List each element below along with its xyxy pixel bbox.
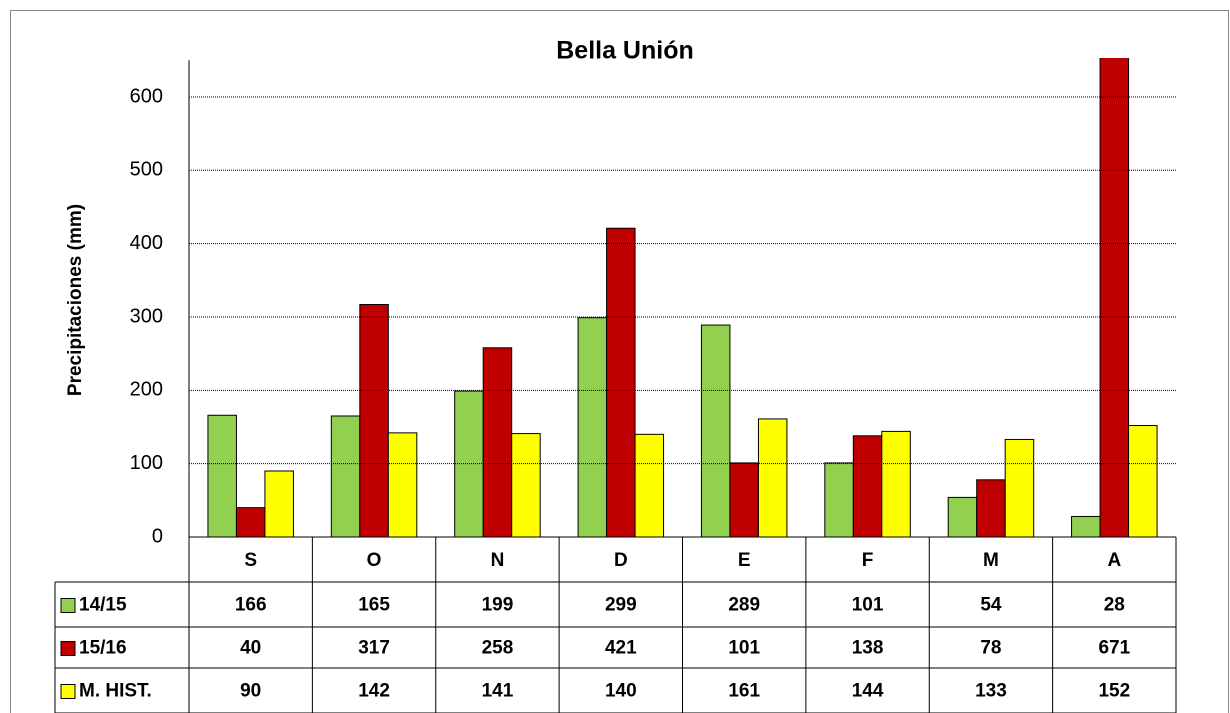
y-tick-label: 100 xyxy=(130,452,163,474)
table-value: 421 xyxy=(605,638,637,659)
legend-label: 15/16 xyxy=(79,638,127,659)
bar xyxy=(729,462,759,538)
table-value: 142 xyxy=(358,681,390,702)
y-axis-label: Precipitaciones (mm) xyxy=(65,204,86,396)
legend-label: M. HIST. xyxy=(79,681,152,702)
bar xyxy=(1128,425,1158,538)
table-value: 101 xyxy=(852,595,884,616)
table-value: 140 xyxy=(605,681,637,702)
bar xyxy=(359,304,389,538)
x-tick-label: S xyxy=(244,550,257,571)
table-value: 199 xyxy=(482,595,514,616)
table-value: 165 xyxy=(358,595,390,616)
bar xyxy=(1071,515,1101,538)
table-value: 138 xyxy=(852,638,884,659)
table-value: 54 xyxy=(980,595,1002,616)
table-value: 152 xyxy=(1098,681,1130,702)
y-tick-label: 400 xyxy=(130,232,163,254)
bar xyxy=(207,414,237,538)
bar xyxy=(700,324,731,538)
x-tick-label: F xyxy=(862,550,874,571)
bar xyxy=(852,435,883,538)
table-value: 101 xyxy=(728,638,760,659)
bar xyxy=(757,418,788,538)
y-tick-label: 200 xyxy=(130,379,163,401)
bar xyxy=(387,432,418,538)
x-tick-label: O xyxy=(367,550,382,571)
x-tick-label: A xyxy=(1107,550,1121,571)
x-tick-label: N xyxy=(491,550,505,571)
table-value: 166 xyxy=(235,595,267,616)
table-value: 28 xyxy=(1104,595,1125,616)
x-tick-label: M xyxy=(983,550,999,571)
table-value: 258 xyxy=(482,638,514,659)
legend-label: 14/15 xyxy=(79,595,127,616)
legend-swatch xyxy=(60,641,76,656)
table-value: 161 xyxy=(728,681,760,702)
bar xyxy=(1099,58,1130,538)
bar xyxy=(1004,438,1035,538)
table-value: 289 xyxy=(728,595,760,616)
table-value: 90 xyxy=(240,681,261,702)
bar xyxy=(264,470,294,538)
legend-swatch xyxy=(60,598,76,613)
x-tick-label: E xyxy=(738,550,751,571)
table-value: 144 xyxy=(852,681,884,702)
y-tick-label: 300 xyxy=(130,305,163,327)
table-value: 133 xyxy=(975,681,1007,702)
bar xyxy=(606,227,636,538)
x-tick-label: D xyxy=(614,550,628,571)
bar xyxy=(976,479,1006,538)
table-value: 299 xyxy=(605,595,637,616)
bar xyxy=(235,507,266,538)
y-tick-label: 0 xyxy=(152,525,163,547)
bar xyxy=(577,317,608,538)
bar xyxy=(881,430,911,538)
bar xyxy=(947,496,978,538)
table-value: 141 xyxy=(482,681,514,702)
y-tick-label: 500 xyxy=(130,159,163,181)
bar xyxy=(511,433,541,538)
bar xyxy=(454,390,484,538)
bar xyxy=(824,462,854,538)
legend-swatch xyxy=(60,684,76,699)
bar xyxy=(634,433,665,538)
table-value: 671 xyxy=(1098,638,1130,659)
y-tick-label: 600 xyxy=(130,85,163,107)
table-value: 317 xyxy=(358,638,390,659)
table-value: 78 xyxy=(980,638,1001,659)
chart-title: Bella Unión xyxy=(556,37,694,65)
table-value: 40 xyxy=(240,638,261,659)
bar xyxy=(482,347,513,538)
bar xyxy=(330,415,361,538)
